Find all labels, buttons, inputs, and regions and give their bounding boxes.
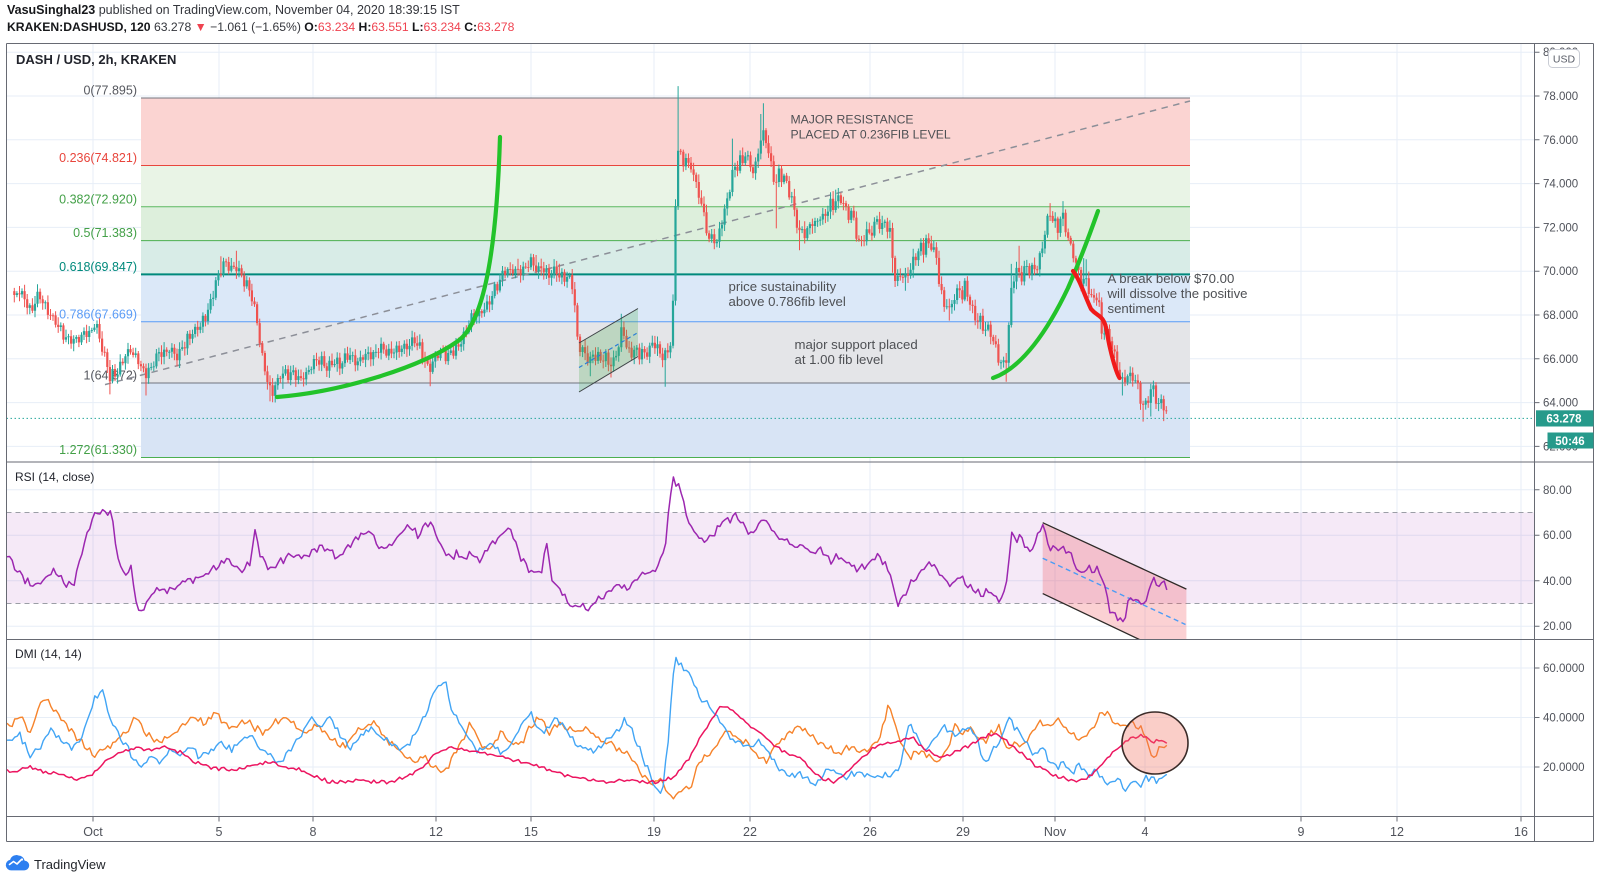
svg-text:70.000: 70.000: [1543, 266, 1578, 278]
svg-text:A break below $70.00: A break below $70.00: [1108, 271, 1235, 286]
svg-text:64.000: 64.000: [1543, 398, 1578, 410]
svg-text:VasuSinghal23 published on Tra: VasuSinghal23 published on TradingView.c…: [7, 3, 460, 17]
svg-text:29: 29: [956, 825, 970, 839]
svg-text:TradingView: TradingView: [34, 857, 106, 872]
svg-text:74.000: 74.000: [1543, 179, 1578, 191]
svg-text:60.00: 60.00: [1543, 530, 1572, 542]
svg-text:DASH / USD, 2h, KRAKEN: DASH / USD, 2h, KRAKEN: [16, 52, 176, 67]
svg-text:RSI (14, close): RSI (14, close): [15, 470, 94, 484]
svg-text:40.0000: 40.0000: [1543, 713, 1585, 725]
svg-text:0.618(69.847): 0.618(69.847): [59, 260, 137, 274]
svg-text:KRAKEN:DASHUSD, 120 63.278 ▼ −: KRAKEN:DASHUSD, 120 63.278 ▼ −1.061 (−1.…: [7, 20, 515, 34]
svg-text:USD: USD: [1553, 54, 1576, 66]
svg-text:1.272(61.330): 1.272(61.330): [59, 443, 137, 457]
svg-text:will dissolve the positive: will dissolve the positive: [1107, 286, 1248, 301]
svg-text:60.0000: 60.0000: [1543, 663, 1585, 675]
svg-text:80.00: 80.00: [1543, 485, 1572, 497]
svg-text:66.000: 66.000: [1543, 354, 1578, 366]
svg-text:0.5(71.383): 0.5(71.383): [73, 226, 137, 240]
svg-text:DMI (14, 14): DMI (14, 14): [15, 647, 82, 661]
svg-text:16: 16: [1514, 825, 1528, 839]
svg-text:22: 22: [743, 825, 757, 839]
svg-text:19: 19: [647, 825, 661, 839]
svg-text:63.278: 63.278: [1546, 414, 1582, 426]
svg-text:76.000: 76.000: [1543, 135, 1578, 147]
svg-text:40.00: 40.00: [1543, 576, 1572, 588]
svg-text:12: 12: [429, 825, 443, 839]
svg-text:12: 12: [1390, 825, 1404, 839]
svg-text:20.00: 20.00: [1543, 621, 1572, 633]
svg-text:50:46: 50:46: [1555, 436, 1584, 448]
svg-text:at 1.00 fib level: at 1.00 fib level: [795, 352, 884, 367]
svg-text:15: 15: [524, 825, 538, 839]
svg-text:price sustainability: price sustainability: [729, 279, 837, 294]
svg-text:MAJOR RESISTANCE: MAJOR RESISTANCE: [791, 113, 914, 127]
svg-text:5: 5: [216, 825, 223, 839]
svg-text:above 0.786fib level: above 0.786fib level: [729, 294, 846, 309]
svg-text:PLACED AT 0.236FIB LEVEL: PLACED AT 0.236FIB LEVEL: [791, 128, 951, 142]
svg-text:68.000: 68.000: [1543, 310, 1578, 322]
svg-text:major support placed: major support placed: [795, 337, 918, 352]
svg-text:72.000: 72.000: [1543, 222, 1578, 234]
svg-text:20.0000: 20.0000: [1543, 762, 1585, 774]
svg-text:0(77.895): 0(77.895): [83, 84, 137, 98]
svg-text:0.236(74.821): 0.236(74.821): [59, 151, 137, 165]
svg-text:Nov: Nov: [1044, 825, 1067, 839]
svg-text:26: 26: [863, 825, 877, 839]
svg-text:0.786(67.669): 0.786(67.669): [59, 307, 137, 321]
svg-text:sentiment: sentiment: [1108, 301, 1166, 316]
svg-text:0.382(72.920): 0.382(72.920): [59, 192, 137, 206]
svg-text:Oct: Oct: [83, 825, 103, 839]
svg-text:78.000: 78.000: [1543, 91, 1578, 103]
svg-text:4: 4: [1142, 825, 1149, 839]
svg-text:9: 9: [1298, 825, 1305, 839]
svg-text:8: 8: [310, 825, 317, 839]
